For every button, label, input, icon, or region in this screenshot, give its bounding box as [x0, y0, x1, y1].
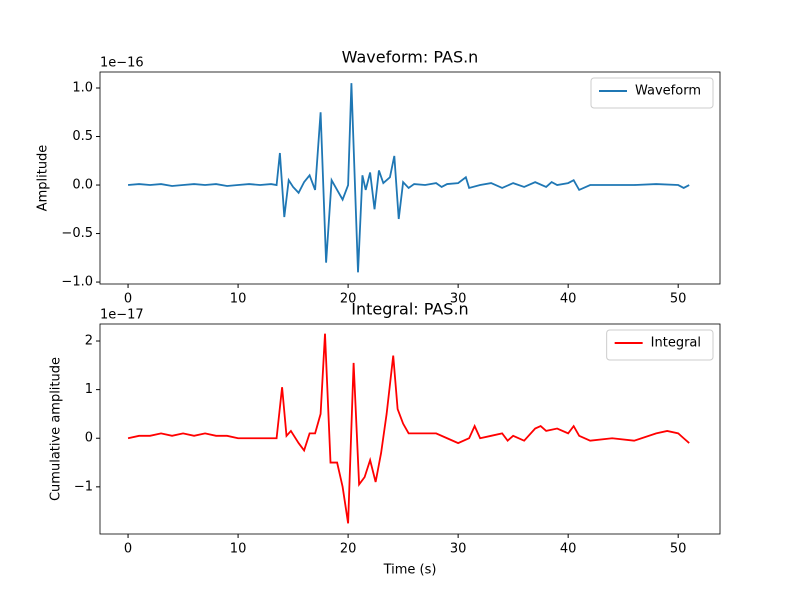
x-axis-label: Time (s)	[383, 563, 437, 578]
legend: Integral	[606, 329, 714, 361]
x-tick-label: 10	[230, 292, 247, 307]
data-line	[127, 83, 690, 273]
chart-title: Integral: PAS.n	[351, 300, 468, 319]
x-tick-label: 20	[340, 542, 357, 557]
x-tick-label: 0	[124, 542, 132, 557]
x-tick-label: 50	[670, 292, 687, 307]
x-tick-label: 40	[560, 292, 577, 307]
y-tick-label: −1.0	[61, 275, 93, 290]
x-tick-label: 10	[230, 542, 247, 557]
axes-frame	[99, 71, 721, 285]
y-axis-label: Cumulative amplitude	[49, 357, 64, 501]
offset-label: 1e−16	[100, 56, 144, 71]
y-tick-label: 1	[85, 382, 93, 397]
x-tick-label: 40	[560, 542, 577, 557]
legend-frame	[606, 329, 714, 361]
y-tick-label: 1.0	[72, 81, 93, 96]
data-line	[127, 333, 690, 524]
y-tick-label: 2	[85, 334, 93, 349]
y-axis-label: Amplitude	[36, 145, 51, 212]
legend: Waveform	[590, 77, 714, 109]
y-tick-label: −0.5	[61, 226, 93, 241]
chart-title: Waveform: PAS.n	[342, 48, 479, 67]
offset-label: 1e−17	[100, 308, 144, 323]
y-tick-label: 0	[85, 431, 93, 446]
x-tick-label: 30	[450, 542, 467, 557]
x-tick-label: 0	[124, 292, 132, 307]
axes-frame	[99, 323, 721, 535]
x-tick-label: 50	[670, 542, 687, 557]
legend-frame	[590, 77, 714, 109]
legend-label: Waveform	[635, 84, 701, 99]
x-tick-label: 30	[450, 292, 467, 307]
x-tick-label: 20	[340, 292, 357, 307]
y-tick-label: 0.0	[72, 178, 93, 193]
y-tick-label: −1	[74, 479, 93, 494]
y-tick-label: 0.5	[72, 129, 93, 144]
legend-label: Integral	[651, 336, 701, 351]
